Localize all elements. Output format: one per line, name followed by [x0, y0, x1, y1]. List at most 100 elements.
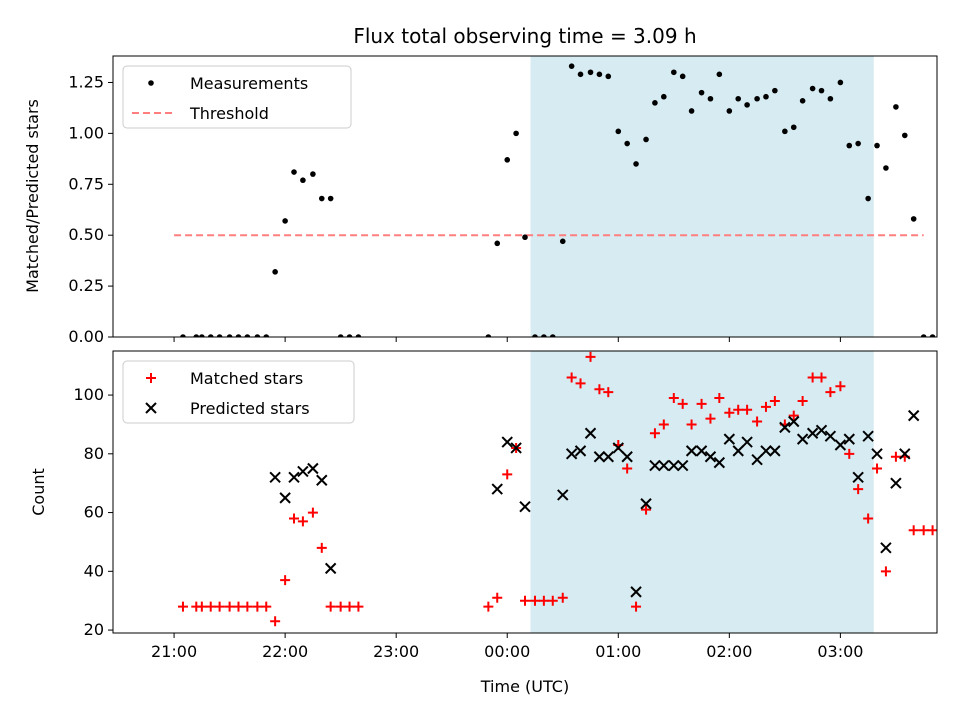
- matched-stars-point: [733, 404, 744, 415]
- measurement-point: [577, 71, 584, 78]
- matched-stars-point: [603, 387, 614, 398]
- matched-stars-point: [825, 387, 836, 398]
- predicted-stars-point: [907, 409, 920, 422]
- measurement-point: [522, 234, 528, 241]
- measurement-point: [327, 195, 334, 202]
- plot-frame: [112, 350, 938, 634]
- matched-stars-point: [353, 601, 364, 612]
- matched-stars-point: [270, 616, 281, 627]
- matched-stars-point: [863, 513, 874, 524]
- measurement-point: [901, 132, 908, 139]
- y-tick-label: 1.25: [68, 72, 104, 91]
- measurement-point: [837, 79, 844, 86]
- matched-stars-point: [483, 601, 494, 612]
- predicted-stars-point: [307, 462, 319, 475]
- measurement-point: [643, 136, 649, 143]
- matched-stars-point: [677, 398, 688, 409]
- measurement-point: [272, 269, 278, 275]
- predicted-stars-point: [630, 586, 642, 598]
- measurement-point: [799, 97, 806, 104]
- predicted-stars-point: [796, 433, 809, 445]
- measurement-point: [235, 334, 242, 337]
- measurement-point: [763, 93, 769, 100]
- y-tick-label: 60: [84, 503, 104, 522]
- matched-stars-point: [649, 428, 660, 439]
- measurement-point: [782, 128, 788, 135]
- matched-stars-point: [242, 601, 253, 612]
- measurement-point: [337, 334, 344, 337]
- measurement-point: [541, 334, 547, 337]
- observing-window-shading: [530, 351, 874, 633]
- measurement-point: [615, 128, 622, 135]
- measurement-point: [532, 334, 538, 337]
- predicted-stars-point: [852, 471, 864, 484]
- matched-stars-point: [816, 372, 827, 383]
- measurement-point: [671, 69, 677, 76]
- measurement-point: [855, 140, 861, 147]
- matched-stars-point: [261, 601, 272, 612]
- measurement-point: [355, 334, 362, 337]
- matched-stars-point: [307, 507, 318, 518]
- legend-box: [122, 360, 355, 424]
- measurement-point: [605, 73, 612, 80]
- measurement-point: [874, 142, 880, 149]
- y-tick-label: 20: [84, 620, 104, 639]
- x-tick-label: 23:00: [373, 642, 419, 661]
- matched-stars-point: [280, 575, 291, 586]
- predicted-stars-point: [741, 436, 753, 448]
- measurement-point: [790, 124, 797, 131]
- plot-data-area: [177, 351, 937, 633]
- predicted-stars-point: [584, 427, 597, 439]
- matched-stars-point: [196, 601, 207, 612]
- top-y-axis-label: Matched/Predicted stars: [23, 99, 42, 293]
- matched-stars-point: [492, 592, 503, 603]
- measurement-point: [180, 334, 186, 337]
- y-tick-label: 0.50: [68, 225, 104, 244]
- measurement-point: [559, 238, 566, 245]
- measurement-point: [929, 334, 936, 337]
- bottom-panel: 20 40 60 80 100 21:00 22:00 23:00 00:00 01:00 02:0…: [73, 350, 938, 661]
- predicted-stars-point: [723, 433, 736, 445]
- x-tick-label: 01:00: [595, 642, 641, 661]
- matched-stars-point: [696, 398, 707, 409]
- predicted-stars-point: [760, 445, 772, 457]
- predicted-stars-point: [685, 445, 698, 457]
- measurement-point: [809, 85, 816, 92]
- predicted-stars-point: [324, 562, 337, 575]
- matched-stars-point: [880, 566, 891, 577]
- measurement-point: [207, 334, 214, 337]
- top-panel: 0.00 0.25 0.50 0.75 1.00 1.25 Measurements Thre…: [68, 55, 938, 346]
- legend-box: [122, 65, 352, 129]
- predicted-stars-point: [843, 433, 855, 445]
- matched-stars-point: [575, 378, 586, 389]
- matched-stars-point: [705, 413, 716, 424]
- predicted-stars-point: [519, 500, 531, 513]
- measurement-point: [688, 108, 695, 114]
- measurement-point: [199, 334, 205, 337]
- matched-stars-point: [594, 384, 605, 395]
- predicted-stars-point: [695, 445, 708, 457]
- matched-stars-point: [520, 595, 530, 606]
- predicted-stars-point: [658, 459, 670, 472]
- y-tick-label: 40: [84, 561, 104, 580]
- matched-stars-point: [177, 601, 188, 612]
- matched-stars-point: [316, 542, 327, 553]
- matched-stars-point: [807, 372, 818, 383]
- matched-stars-point: [797, 395, 808, 406]
- measurement-point: [596, 71, 603, 78]
- measurement-point: [494, 240, 501, 247]
- y-tick-label: 0.25: [68, 276, 104, 295]
- matched-stars-point: [752, 416, 763, 427]
- matched-stars-point: [872, 463, 883, 474]
- matched-stars-point: [788, 410, 799, 421]
- predicted-stars-point: [890, 477, 902, 489]
- measurement-point: [282, 218, 288, 224]
- matched-stars-point: [724, 407, 735, 418]
- x-tick-label: 02:00: [706, 642, 752, 661]
- y-tick-label: 1.00: [68, 123, 104, 142]
- measurement-point: [568, 63, 575, 69]
- measurement-point: [310, 171, 316, 177]
- predicted-stars-point: [732, 445, 744, 457]
- measurement-point: [846, 142, 853, 149]
